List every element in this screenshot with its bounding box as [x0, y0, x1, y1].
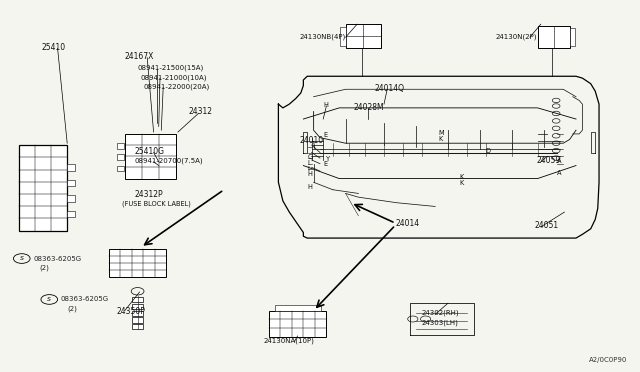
Bar	[132, 304, 143, 309]
Bar	[340, 27, 346, 46]
Bar	[117, 154, 124, 160]
Text: Y: Y	[326, 156, 330, 162]
Bar	[570, 28, 575, 46]
Bar	[132, 324, 143, 329]
Text: (2): (2)	[40, 264, 49, 271]
Text: 08941-21500(15A): 08941-21500(15A)	[138, 64, 204, 71]
Text: 08363-6205G: 08363-6205G	[61, 296, 109, 302]
Text: 24350P: 24350P	[116, 307, 145, 316]
Text: 24167X: 24167X	[125, 52, 154, 61]
Text: A: A	[557, 158, 561, 164]
Bar	[538, 26, 570, 48]
Text: 24059: 24059	[536, 156, 561, 165]
Bar	[269, 311, 326, 337]
Text: D: D	[485, 148, 490, 154]
Text: K: K	[460, 174, 464, 180]
Text: H: H	[323, 102, 328, 108]
Bar	[117, 166, 124, 171]
Bar	[132, 297, 143, 302]
Bar	[125, 134, 176, 179]
Text: 24130NB(4P): 24130NB(4P)	[300, 33, 346, 40]
Text: I: I	[307, 166, 309, 172]
Text: 25410: 25410	[42, 43, 66, 52]
Text: 24014: 24014	[396, 219, 420, 228]
Bar	[67, 180, 75, 186]
Text: H: H	[307, 184, 312, 190]
Bar	[132, 317, 143, 323]
Text: 24130N(2P): 24130N(2P)	[496, 33, 538, 40]
Text: 24010: 24010	[300, 136, 324, 145]
Text: 24130NA(10P): 24130NA(10P)	[264, 338, 314, 344]
Text: K: K	[460, 180, 464, 186]
Text: 24028M: 24028M	[353, 103, 384, 112]
Text: H: H	[307, 171, 312, 177]
Bar	[67, 211, 75, 217]
Text: I: I	[307, 160, 309, 166]
Text: 24302(RH): 24302(RH)	[421, 309, 459, 316]
Text: K: K	[438, 136, 443, 142]
Text: 24312: 24312	[189, 107, 212, 116]
Bar	[346, 24, 381, 48]
Text: E: E	[323, 132, 327, 138]
Text: 24303(LH): 24303(LH)	[421, 319, 458, 326]
Bar	[67, 195, 75, 202]
Bar	[132, 311, 143, 316]
Bar	[67, 164, 75, 171]
Text: G: G	[307, 154, 312, 160]
Text: 25410G: 25410G	[134, 147, 164, 156]
Text: 08941-22000(20A): 08941-22000(20A)	[144, 83, 211, 90]
Text: (FUSE BLOCK LABEL): (FUSE BLOCK LABEL)	[122, 201, 191, 207]
Text: 24051: 24051	[534, 221, 559, 230]
Text: 24312P: 24312P	[134, 190, 163, 199]
Text: E: E	[323, 161, 327, 167]
Text: (2): (2)	[67, 305, 77, 312]
Bar	[117, 143, 124, 149]
Text: 08941-21000(10A): 08941-21000(10A)	[141, 74, 207, 81]
Text: S: S	[47, 297, 51, 302]
Bar	[19, 145, 67, 231]
Text: A: A	[557, 170, 561, 176]
Text: A2/0C0P90: A2/0C0P90	[589, 357, 627, 363]
Bar	[275, 305, 321, 311]
Text: 08941-20700(7.5A): 08941-20700(7.5A)	[134, 157, 203, 164]
Text: 08363-6205G: 08363-6205G	[33, 256, 81, 262]
Text: S: S	[20, 256, 24, 261]
Text: M: M	[438, 130, 444, 136]
Text: 24014Q: 24014Q	[374, 84, 404, 93]
Bar	[109, 249, 166, 277]
